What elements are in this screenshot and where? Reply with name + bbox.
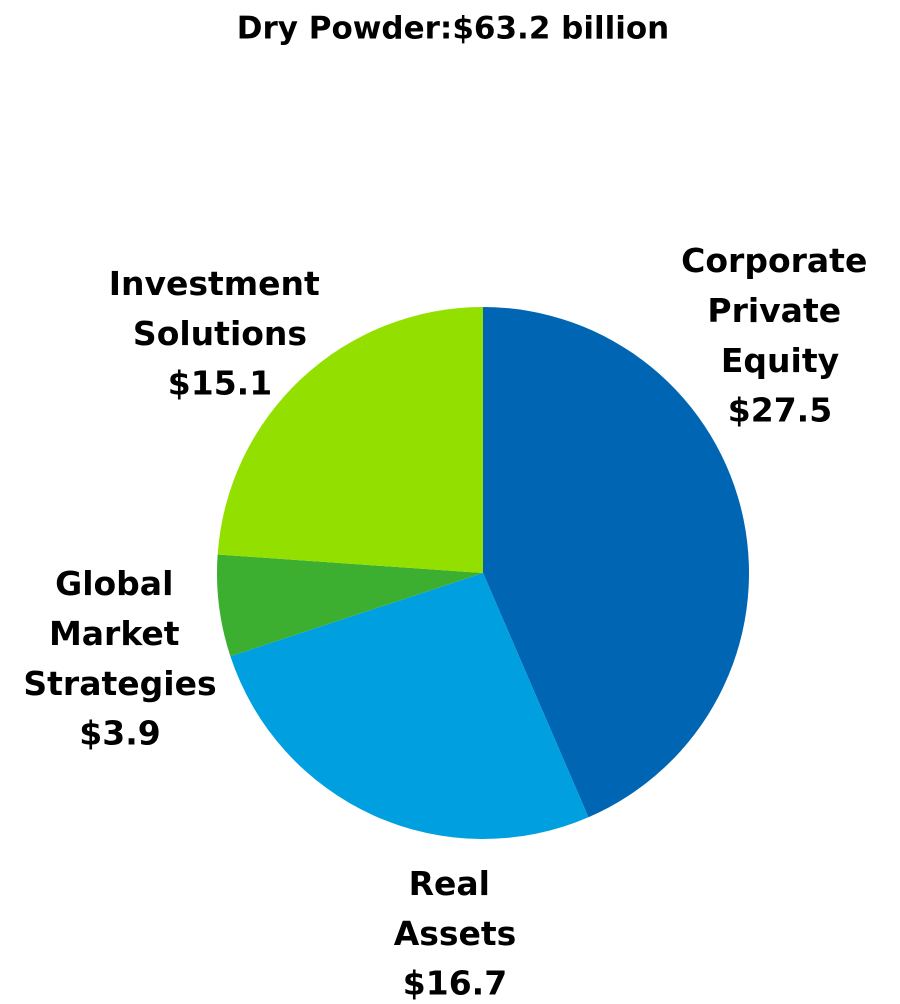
label-line: Market — [49, 614, 191, 653]
label-line: Equity — [721, 341, 839, 380]
value-label: $15.1 — [168, 364, 272, 403]
pie-slice — [483, 307, 750, 818]
label-line: Private — [707, 291, 852, 330]
value-label: $3.9 — [79, 714, 160, 753]
slice-label: Investment Solutions — [109, 264, 332, 353]
slice-label: Global Market Strategies — [23, 564, 216, 703]
value-label: $16.7 — [403, 964, 507, 1003]
label-line: Strategies — [23, 664, 216, 703]
pie-slice — [230, 573, 589, 839]
value-label: $27.5 — [728, 391, 832, 430]
label-line: Global — [55, 564, 185, 603]
label-line: Real — [409, 864, 502, 903]
pie-slice — [216, 554, 483, 657]
slice-label: Corporate Private Equity — [681, 241, 879, 380]
label-line: Solutions — [133, 314, 307, 353]
pie-slice — [217, 307, 484, 573]
label-line: Investment — [109, 264, 332, 303]
label-line: Corporate — [681, 241, 879, 280]
slice-label: Real Assets — [394, 864, 517, 953]
chart-title: Dry Powder:$63.2 billion — [237, 11, 670, 47]
label-line: Assets — [394, 914, 517, 953]
